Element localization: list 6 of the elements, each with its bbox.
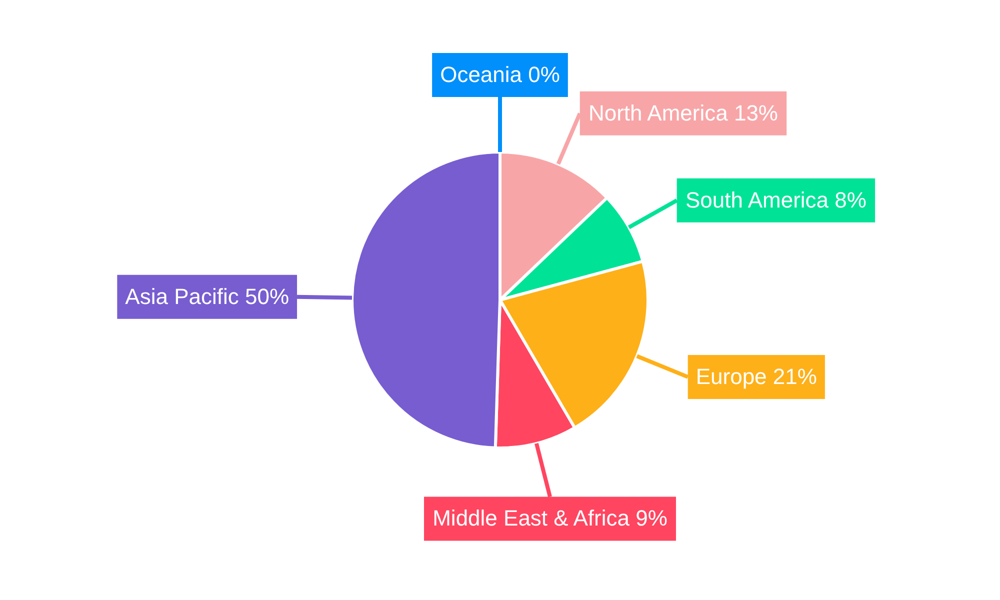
slice-label: North America 13% [588, 100, 778, 126]
slice-label: Europe 21% [696, 364, 817, 389]
slice-label: Middle East & Africa 9% [432, 506, 668, 531]
category-label: Oceania 0% [440, 62, 560, 87]
slice-label: Asia Pacific 50% [125, 284, 290, 309]
slice-label: South America 8% [685, 187, 866, 212]
